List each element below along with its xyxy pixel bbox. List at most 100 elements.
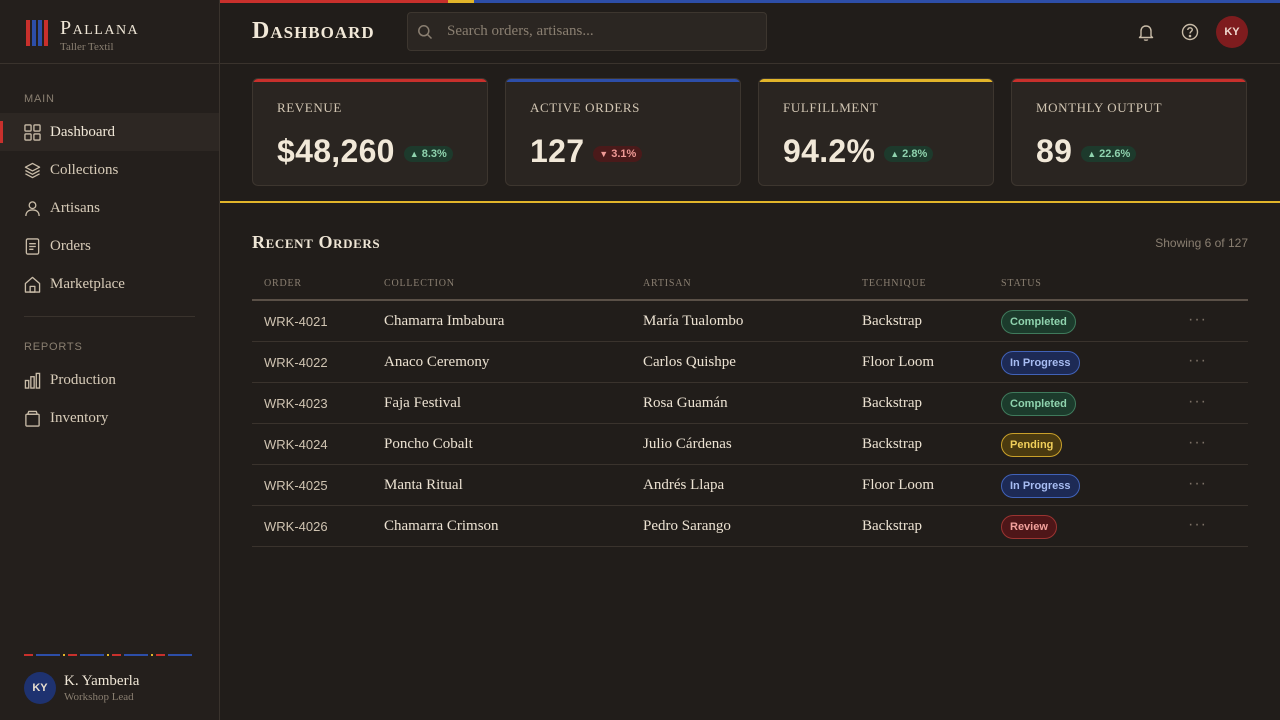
order-id: WRK-4021 (264, 314, 328, 329)
bar-chart-icon (24, 372, 41, 389)
brand[interactable]: Pallana Taller Textil (26, 18, 139, 53)
user-name: K. Yamberla (64, 673, 140, 689)
card-accent (506, 79, 740, 82)
collection-name: Anaco Ceremony (384, 354, 490, 370)
artisan-name: Rosa Guamán (643, 395, 728, 411)
stat-value: 89 (1036, 133, 1073, 169)
person-icon (25, 200, 40, 216)
stat-label: MONTHLY OUTPUT (1036, 100, 1163, 115)
more-options-icon[interactable]: ··· (1188, 434, 1207, 451)
collection-name: Poncho Cobalt (384, 436, 473, 452)
decorative-stripe (24, 654, 195, 656)
column-header-status[interactable]: STATUS (1001, 278, 1042, 289)
status-badge: Completed (1001, 310, 1076, 334)
arrow-up-icon: ▲ (890, 148, 900, 159)
delta-badge: ▲ 22.6% (1081, 145, 1137, 162)
delta-value: 22.6% (1099, 147, 1131, 160)
bell-icon[interactable] (1136, 22, 1156, 42)
brand-subtitle: Taller Textil (60, 41, 114, 53)
user-role: Workshop Lead (64, 691, 134, 703)
sidebar-item-marketplace[interactable]: Marketplace (0, 265, 219, 303)
collection-name: Chamarra Imbabura (384, 313, 505, 329)
stat-value: 94.2% (783, 133, 876, 169)
order-id: WRK-4024 (264, 437, 328, 452)
technique: Backstrap (862, 436, 922, 452)
column-header-artisan[interactable]: ARTISAN (643, 278, 692, 289)
table-row[interactable]: WRK-4021 Chamarra Imbabura María Tualomb… (252, 301, 1248, 342)
logo-icon (26, 20, 50, 46)
delta-badge: ▲ 8.3% (403, 145, 453, 162)
table-row[interactable]: WRK-4023 Faja Festival Rosa Guamán Backs… (252, 383, 1248, 424)
sidebar: Pallana Taller Textil MAIN Dashboard Col… (0, 0, 220, 720)
search-input[interactable] (447, 23, 747, 40)
status-badge: Pending (1001, 433, 1063, 457)
box-icon (25, 410, 40, 427)
status-badge: Completed (1001, 392, 1076, 416)
more-options-icon[interactable]: ··· (1188, 393, 1207, 410)
stat-card-revenue: REVENUE $48,260 ▲ 8.3% (252, 78, 488, 186)
stat-card-fulfillment: FULFILLMENT 94.2% ▲ 2.8% (758, 78, 994, 186)
sidebar-item-inventory[interactable]: Inventory (0, 399, 219, 437)
technique: Floor Loom (862, 477, 935, 493)
brand-name: Pallana (60, 17, 140, 39)
column-header-collection[interactable]: COLLECTION (384, 278, 455, 289)
header-divider (220, 63, 1280, 64)
table-row[interactable]: WRK-4024 Poncho Cobalt Julio Cárdenas Ba… (252, 424, 1248, 465)
avatar: KY (24, 672, 56, 704)
more-options-icon[interactable]: ··· (1188, 352, 1207, 369)
card-accent (759, 79, 993, 82)
order-id: WRK-4022 (264, 355, 328, 370)
table-header-divider (252, 299, 1248, 301)
showing-count: Showing 6 of 127 (1155, 236, 1248, 250)
sidebar-item-dashboard[interactable]: Dashboard (0, 113, 219, 151)
search-bar[interactable] (407, 12, 767, 51)
store-icon (24, 276, 41, 293)
more-options-icon[interactable]: ··· (1188, 475, 1207, 492)
artisan-name: Julio Cárdenas (643, 436, 732, 452)
sidebar-item-collections[interactable]: Collections (0, 151, 219, 189)
more-options-icon[interactable]: ··· (1188, 516, 1207, 533)
sidebar-item-orders[interactable]: Orders (0, 227, 219, 265)
section-label-reports: REPORTS (24, 341, 83, 353)
column-header-order[interactable]: ORDER (264, 278, 302, 289)
order-id: WRK-4023 (264, 396, 328, 411)
arrow-up-icon: ▲ (1087, 148, 1097, 159)
technique: Backstrap (862, 395, 922, 411)
table-row[interactable]: WRK-4026 Chamarra Crimson Pedro Sarango … (252, 506, 1248, 547)
stat-card-active-orders: ACTIVE ORDERS 127 ▼ 3.1% (505, 78, 741, 186)
stat-value: $48,260 (277, 133, 395, 169)
artisan-name: Carlos Quishpe (643, 354, 736, 370)
delta-badge: ▼ 3.1% (593, 145, 643, 162)
help-icon[interactable] (1180, 22, 1200, 42)
search-icon (418, 24, 433, 39)
table-row[interactable]: WRK-4025 Manta Ritual Andrés Llapa Floor… (252, 465, 1248, 506)
section-title: Recent Orders (252, 232, 381, 252)
status-badge: In Progress (1001, 351, 1080, 375)
more-options-icon[interactable]: ··· (1188, 311, 1207, 328)
collection-name: Faja Festival (384, 395, 462, 411)
sidebar-item-label: Orders (50, 237, 91, 254)
sidebar-divider (0, 63, 219, 64)
sidebar-item-label: Dashboard (50, 123, 115, 140)
user-profile[interactable]: KY K. Yamberla Workshop Lead (24, 672, 139, 704)
sidebar-item-production[interactable]: Production (0, 361, 219, 399)
technique: Backstrap (862, 313, 922, 329)
sidebar-item-label: Collections (50, 161, 119, 178)
status-badge: Review (1001, 515, 1057, 539)
sidebar-item-label: Artisans (50, 199, 100, 216)
section-divider (220, 201, 1280, 203)
sidebar-section-divider (24, 316, 195, 317)
table-row[interactable]: WRK-4022 Anaco Ceremony Carlos Quishpe F… (252, 342, 1248, 383)
order-id: WRK-4025 (264, 478, 328, 493)
header-avatar[interactable]: KY (1216, 16, 1248, 48)
stat-value: 127 (530, 133, 585, 169)
stat-label: REVENUE (277, 100, 342, 115)
page-title: Dashboard (252, 18, 375, 44)
stat-label: ACTIVE ORDERS (530, 100, 640, 115)
artisan-name: María Tualombo (643, 313, 744, 329)
sidebar-item-label: Inventory (50, 409, 109, 426)
column-header-technique[interactable]: TECHNIQUE (862, 278, 927, 289)
stat-label: FULFILLMENT (783, 100, 879, 115)
sidebar-item-artisans[interactable]: Artisans (0, 189, 219, 227)
artisan-name: Pedro Sarango (643, 518, 731, 534)
